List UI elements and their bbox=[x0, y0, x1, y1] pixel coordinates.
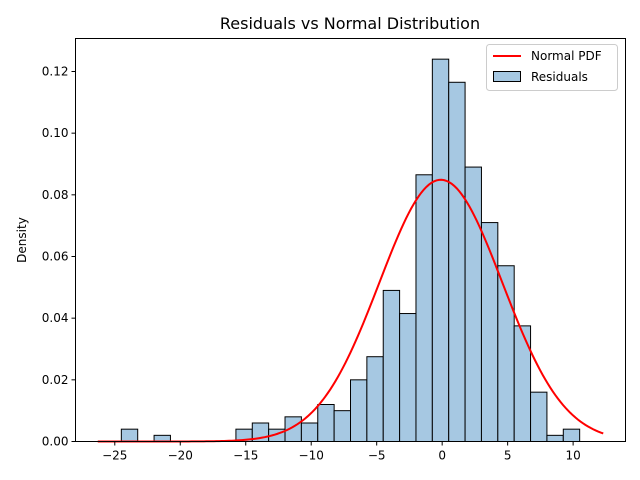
chart-title: Residuals vs Normal Distribution bbox=[220, 14, 480, 33]
plot-frame bbox=[75, 38, 626, 442]
histogram-bar bbox=[546, 434, 564, 442]
x-tick-label: −20 bbox=[168, 449, 193, 463]
histogram-bar bbox=[382, 289, 401, 442]
histogram-bar bbox=[333, 410, 351, 442]
x-axis: −25 −20 −15 −10 −5 0 5 10 bbox=[102, 441, 581, 463]
y-tick-label: 0.12 bbox=[42, 64, 69, 78]
histogram-bar bbox=[300, 422, 319, 442]
histogram-bar bbox=[399, 313, 417, 443]
legend-label-normal-pdf: Normal PDF bbox=[531, 49, 602, 63]
histogram-bar bbox=[120, 428, 139, 443]
y-tick-label: 0.00 bbox=[42, 435, 69, 449]
histogram-bars bbox=[120, 58, 581, 443]
histogram-bar bbox=[480, 222, 499, 442]
histogram-bar bbox=[317, 403, 335, 443]
x-tick-label: 10 bbox=[565, 449, 580, 463]
y-tick-label: 0.06 bbox=[42, 249, 69, 263]
histogram-bar bbox=[366, 356, 384, 442]
histogram-bar bbox=[513, 325, 532, 443]
x-tick-label: 5 bbox=[504, 449, 512, 463]
y-axis: 0.00 0.02 0.04 0.06 0.08 0.10 0.12 bbox=[42, 64, 76, 449]
x-tick-label: 0 bbox=[438, 449, 446, 463]
y-tick-label: 0.10 bbox=[42, 126, 69, 140]
y-axis-label: Density bbox=[15, 217, 29, 263]
histogram-bar bbox=[431, 58, 450, 443]
histogram-bar bbox=[464, 166, 482, 442]
x-tick-label: −25 bbox=[102, 449, 127, 463]
y-tick-label: 0.04 bbox=[42, 311, 69, 325]
y-tick-label: 0.02 bbox=[42, 373, 69, 387]
legend-label-residuals: Residuals bbox=[531, 70, 588, 84]
x-tick-label: −15 bbox=[233, 449, 258, 463]
legend: Normal PDF Residuals bbox=[486, 44, 618, 91]
legend-patch-swatch bbox=[493, 71, 521, 82]
histogram-bar bbox=[562, 428, 581, 443]
x-tick-label: −5 bbox=[368, 449, 386, 463]
histogram-bar bbox=[448, 81, 466, 442]
x-tick-label: −10 bbox=[299, 449, 324, 463]
y-tick-label: 0.08 bbox=[42, 188, 69, 202]
histogram-bar bbox=[530, 391, 548, 443]
histogram-bar bbox=[350, 379, 368, 443]
histogram-bar bbox=[415, 174, 433, 442]
